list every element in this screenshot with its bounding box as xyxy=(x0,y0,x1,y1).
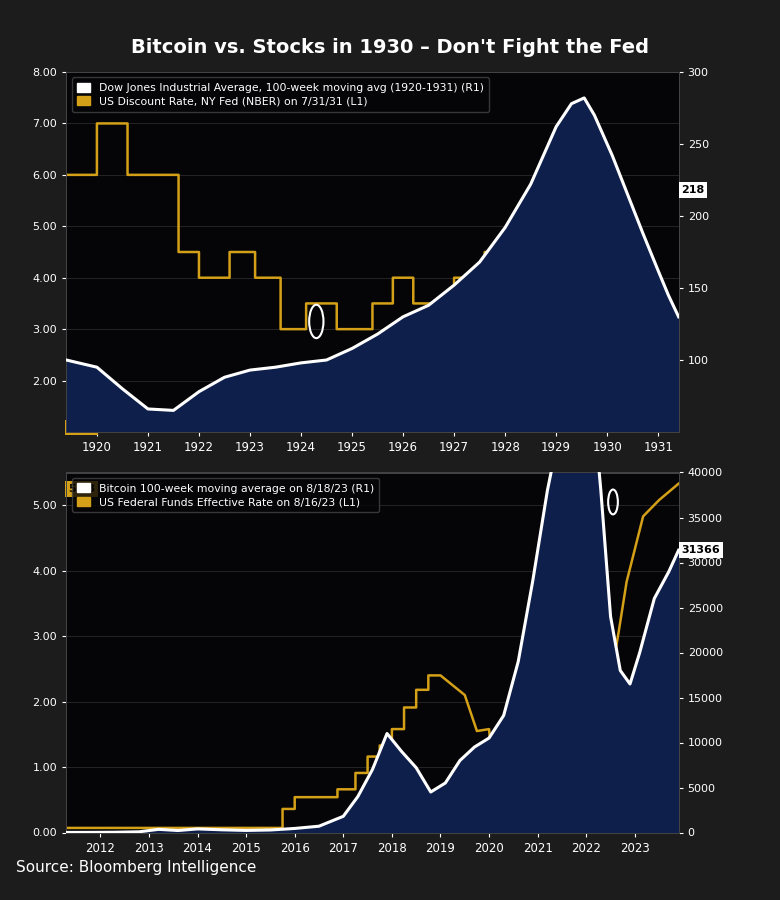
Text: ✓: ✓ xyxy=(100,410,108,419)
Text: 1.50: 1.50 xyxy=(68,423,95,433)
Text: 5.33: 5.33 xyxy=(68,484,95,494)
Text: 218: 218 xyxy=(682,185,704,195)
Text: Source: Bloomberg Intelligence: Source: Bloomberg Intelligence xyxy=(16,860,256,876)
Text: 31366: 31366 xyxy=(682,545,720,555)
Legend: Dow Jones Industrial Average, 100-week moving avg (1920-1931) (R1), US Discount : Dow Jones Industrial Average, 100-week m… xyxy=(72,77,489,112)
Text: Bitcoin vs. Stocks in 1930 – Don't Fight the Fed: Bitcoin vs. Stocks in 1930 – Don't Fight… xyxy=(131,38,649,57)
Legend: Bitcoin 100-week moving average on 8/18/23 (R1), US Federal Funds Effective Rate: Bitcoin 100-week moving average on 8/18/… xyxy=(72,478,379,512)
